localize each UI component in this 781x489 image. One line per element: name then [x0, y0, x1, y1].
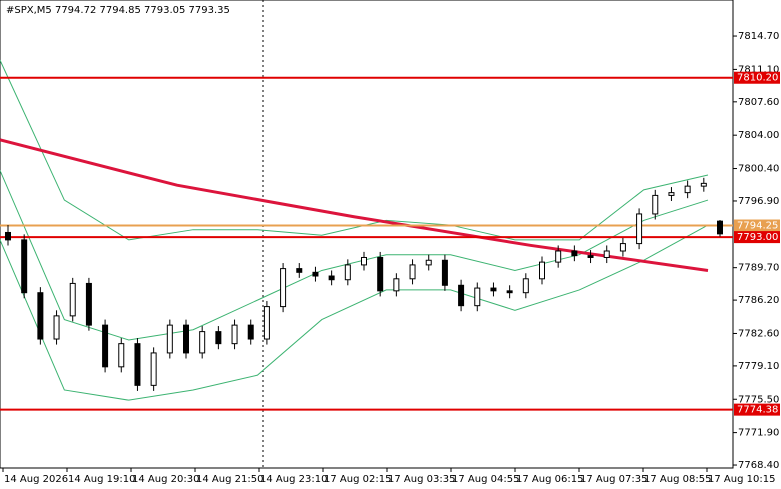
- y-tick-label: 7796.90: [738, 196, 779, 207]
- candle-body: [344, 264, 351, 281]
- candle-body: [409, 264, 416, 280]
- candle-body: [328, 275, 335, 281]
- y-tick-label: 7807.60: [738, 97, 779, 108]
- candle-body: [231, 324, 238, 345]
- x-tick-label: 17 Aug 06:15: [516, 474, 583, 485]
- candle-body: [102, 324, 109, 368]
- level-label-box: [734, 231, 780, 244]
- indicator-line: [0, 59, 709, 241]
- candle-body: [312, 271, 319, 277]
- candle-body: [700, 182, 707, 187]
- level-label-box: [734, 71, 780, 84]
- y-tick-label: 7804.00: [738, 130, 779, 141]
- x-tick-label: 17 Aug 02:15: [324, 474, 391, 485]
- candle-body: [539, 261, 545, 280]
- candle-body: [555, 250, 562, 263]
- x-tick-label: 14 Aug 21:50: [196, 474, 263, 485]
- candle-body: [636, 213, 643, 245]
- candle-body: [5, 231, 11, 241]
- candle-body: [69, 282, 76, 317]
- candle-body: [296, 268, 303, 273]
- candle-body: [458, 284, 465, 307]
- candle-body: [490, 287, 497, 292]
- candle-body: [263, 306, 270, 340]
- plot-frame: [0, 0, 734, 469]
- candle-body: [53, 315, 60, 340]
- indicator-line: [0, 224, 709, 401]
- y-tick-label: 7782.60: [738, 328, 779, 339]
- indicator-line: [0, 170, 709, 341]
- level-label-box: [734, 219, 780, 232]
- candle-body: [393, 278, 400, 292]
- y-tick-label: 7779.10: [738, 361, 779, 372]
- candle-body: [684, 185, 691, 194]
- candle-body: [134, 343, 141, 386]
- candle-body: [280, 268, 287, 308]
- candle-body: [377, 256, 384, 292]
- y-tick-label: 7789.70: [738, 263, 779, 274]
- x-tick-label: 14 Aug 23:10: [260, 474, 327, 485]
- candle-body: [668, 192, 675, 196]
- candle-body: [247, 324, 254, 340]
- candle-body: [361, 256, 367, 266]
- x-tick-label: 14 Aug 19:10: [68, 474, 135, 485]
- x-tick-label: 14 Aug 20:30: [132, 474, 199, 485]
- y-tick-label: 7775.50: [738, 394, 779, 405]
- candle-body: [118, 343, 125, 368]
- candle-body: [571, 250, 578, 257]
- candle-body: [37, 292, 44, 340]
- x-tick-label: 17 Aug 10:15: [708, 474, 775, 485]
- level-label: 7794.25: [737, 221, 778, 232]
- candle-body: [183, 324, 189, 354]
- y-tick-label: 7800.40: [738, 164, 779, 175]
- candle-body: [522, 278, 529, 294]
- level-label-box: [734, 403, 780, 416]
- candle-body: [21, 239, 28, 294]
- candle-body: [587, 255, 594, 258]
- level-label: 7810.20: [737, 73, 778, 84]
- candle-body: [619, 243, 626, 252]
- x-tick-label: 17 Aug 08:55: [644, 474, 711, 485]
- level-label: 7793.00: [737, 232, 778, 243]
- candle-body: [425, 259, 432, 266]
- chart-title: #SPX,M5 7794.72 7794.85 7793.05 7793.35: [6, 5, 230, 16]
- candle-body: [166, 324, 173, 354]
- candle-body: [85, 282, 92, 326]
- candle-body: [215, 331, 222, 345]
- y-tick-label: 7771.90: [738, 428, 779, 439]
- candle-body: [474, 287, 481, 307]
- level-label: 7774.38: [737, 405, 778, 416]
- y-tick-label: 7811.10: [738, 64, 779, 75]
- x-tick-label: 17 Aug 04:55: [452, 474, 519, 485]
- candle-body: [441, 259, 448, 286]
- y-tick-label: 7786.20: [738, 295, 779, 306]
- y-tick-label: 7814.70: [738, 31, 779, 42]
- x-tick-label: 17 Aug 07:35: [580, 474, 647, 485]
- candle-body: [652, 194, 659, 215]
- candle-body: [717, 220, 723, 235]
- x-tick-label: 17 Aug 03:35: [388, 474, 455, 485]
- candle-body: [199, 331, 206, 354]
- candle-body: [506, 290, 513, 294]
- y-tick-label: 7768.40: [738, 460, 779, 471]
- indicator-line: [0, 138, 709, 272]
- candle-body: [150, 352, 157, 386]
- candle-body: [603, 250, 610, 258]
- x-tick-label: 14 Aug 2026: [4, 474, 68, 485]
